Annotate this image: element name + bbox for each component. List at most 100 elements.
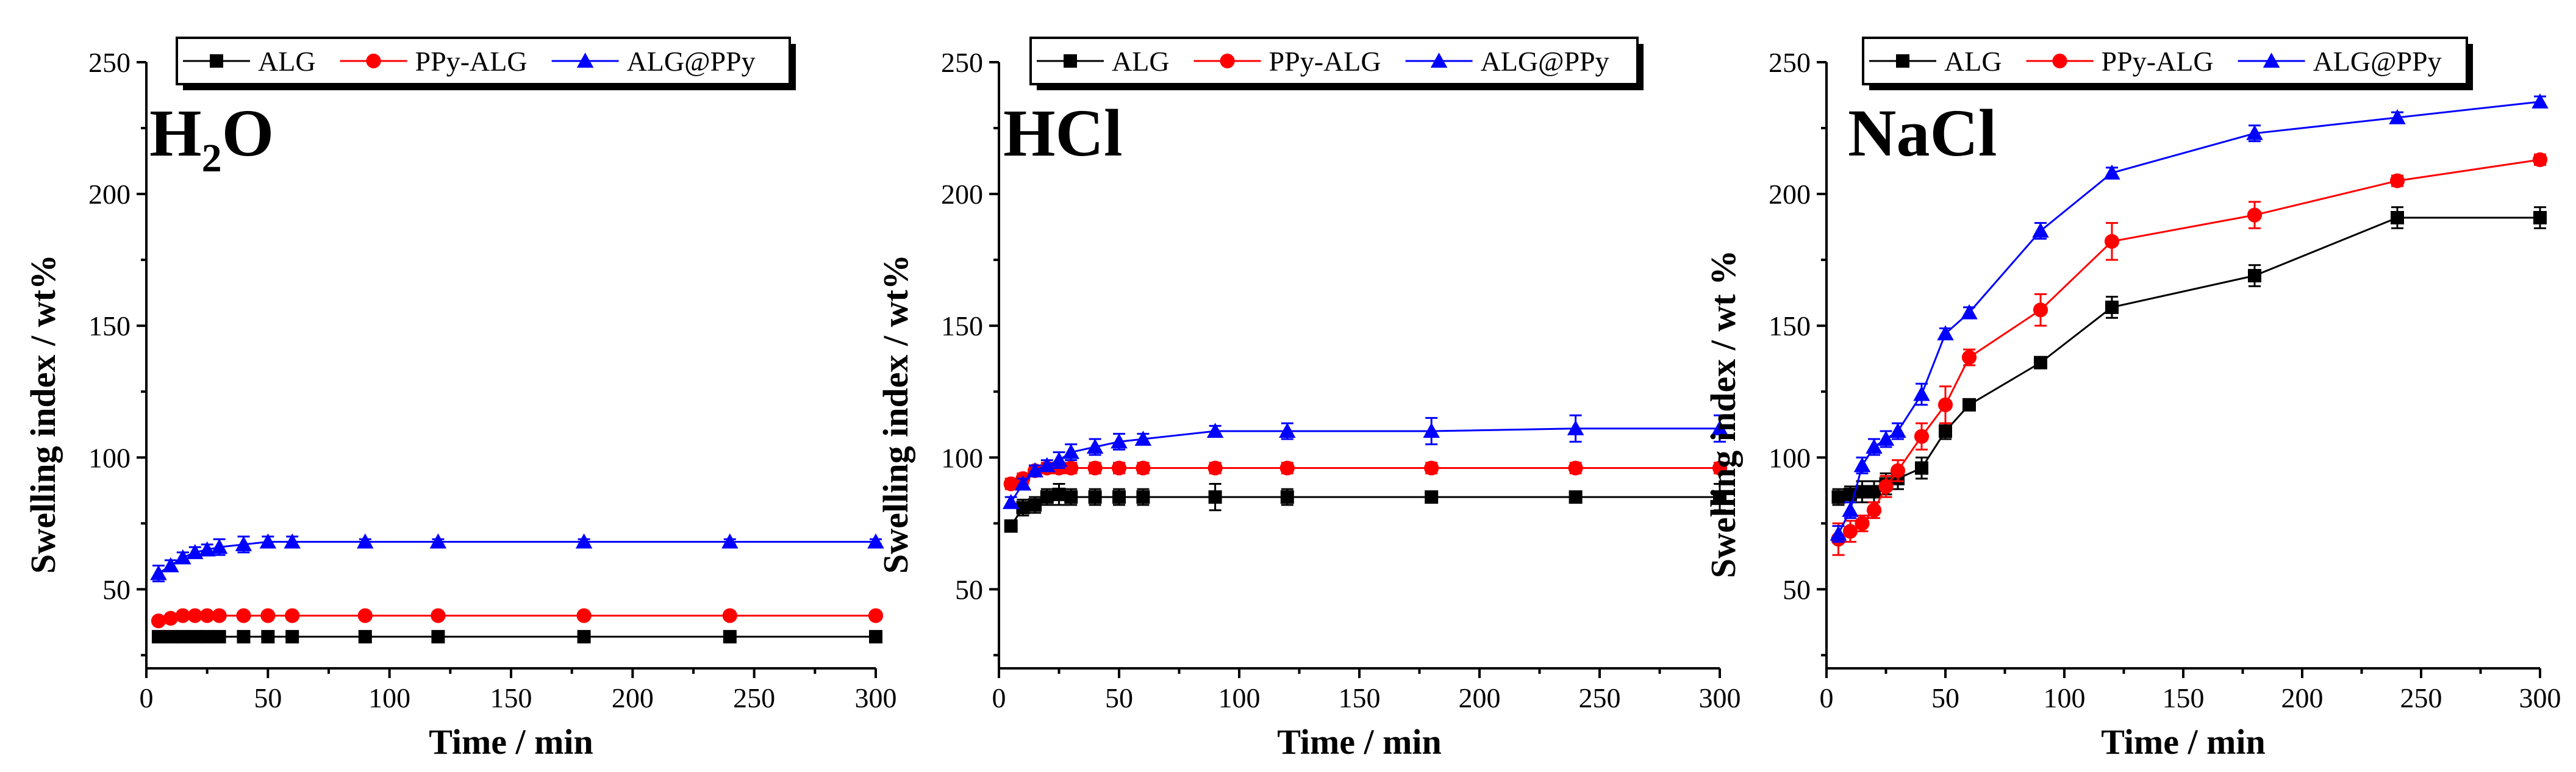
data-point bbox=[1004, 519, 1018, 533]
series-PPy-ALG bbox=[151, 608, 884, 629]
data-point bbox=[867, 533, 884, 549]
legend-label: PPy-ALG bbox=[1269, 46, 1381, 77]
data-point bbox=[1064, 490, 1078, 504]
data-point bbox=[1112, 490, 1126, 504]
data-point bbox=[1039, 457, 1056, 473]
data-point bbox=[1279, 423, 1296, 438]
data-point bbox=[429, 533, 447, 549]
y-tick-label: 150 bbox=[941, 310, 983, 341]
legend-marker bbox=[366, 53, 381, 69]
data-point bbox=[722, 608, 737, 623]
x-axis-title: Time / min bbox=[1277, 722, 1442, 762]
data-point bbox=[2389, 109, 2406, 124]
data-point bbox=[357, 608, 373, 623]
legend-marker bbox=[2052, 53, 2067, 69]
data-point bbox=[212, 608, 227, 623]
data-point bbox=[2389, 173, 2405, 188]
y-tick-label: 250 bbox=[88, 47, 131, 78]
x-tick-label: 0 bbox=[140, 682, 154, 713]
data-point bbox=[188, 630, 202, 644]
data-point bbox=[1424, 460, 1439, 476]
x-tick-label: 100 bbox=[1218, 682, 1261, 713]
data-point bbox=[2246, 124, 2263, 140]
y-tick-label: 150 bbox=[88, 310, 131, 341]
data-point bbox=[2103, 164, 2120, 180]
x-tick-label: 200 bbox=[2281, 682, 2324, 713]
data-point bbox=[1002, 493, 1020, 509]
series-ALG bbox=[151, 630, 882, 644]
legend-label: PPy-ALG bbox=[2102, 46, 2214, 77]
y-tick-label: 50 bbox=[955, 574, 983, 605]
legend: ALG PPy-ALG ALG@PPy bbox=[1029, 37, 1644, 90]
data-point bbox=[868, 608, 884, 623]
data-point bbox=[175, 608, 190, 623]
x-axis-title: Time / min bbox=[429, 722, 593, 762]
data-point bbox=[1889, 423, 1906, 438]
data-point bbox=[1088, 490, 1102, 504]
data-point bbox=[198, 541, 216, 557]
legend-label: ALG bbox=[1112, 46, 1170, 77]
data-point bbox=[236, 608, 251, 623]
data-point bbox=[1711, 420, 1728, 435]
legend-marker bbox=[1430, 52, 1448, 68]
y-axis-title: Swelling index / wt % bbox=[1703, 250, 1743, 578]
data-point bbox=[261, 630, 275, 644]
data-point bbox=[174, 549, 191, 565]
data-point bbox=[1713, 490, 1726, 504]
x-tick-label: 200 bbox=[612, 682, 654, 713]
data-point bbox=[1913, 385, 1930, 401]
panel-label: NaCl bbox=[1848, 96, 1997, 170]
x-axis-title: Time / min bbox=[2101, 722, 2266, 762]
x-tick-label: 250 bbox=[2400, 682, 2442, 713]
series-line bbox=[1837, 159, 2541, 540]
legend-marker bbox=[2263, 52, 2280, 68]
data-point bbox=[1567, 420, 1584, 435]
data-point bbox=[259, 533, 277, 549]
data-point bbox=[2248, 269, 2261, 283]
x-tick-label: 0 bbox=[992, 682, 1006, 713]
data-point bbox=[1026, 462, 1043, 477]
data-point bbox=[1087, 460, 1103, 476]
data-point bbox=[1425, 490, 1439, 504]
x-tick-label: 50 bbox=[1105, 682, 1133, 713]
x-tick-label: 300 bbox=[2519, 682, 2561, 713]
legend-label: ALG@PPy bbox=[1481, 46, 1609, 77]
data-point bbox=[1866, 502, 1882, 518]
panel-label: H2O bbox=[149, 96, 274, 180]
legend-label: ALG@PPy bbox=[2313, 46, 2442, 77]
data-point bbox=[237, 630, 251, 644]
panel-label: HCl bbox=[1003, 96, 1123, 170]
legend-marker bbox=[1064, 54, 1077, 68]
data-point bbox=[2531, 93, 2549, 109]
legend-label: ALG bbox=[258, 46, 316, 77]
data-point bbox=[186, 544, 204, 559]
data-point bbox=[285, 630, 299, 644]
data-point bbox=[431, 630, 445, 644]
data-point bbox=[1206, 423, 1224, 438]
series-ALG@PPy bbox=[150, 533, 884, 582]
series-ALG@PPy bbox=[1002, 414, 1728, 509]
data-point bbox=[1050, 451, 1068, 467]
data-point bbox=[431, 608, 446, 623]
data-point bbox=[1937, 397, 1953, 412]
legend-box bbox=[1862, 37, 2468, 85]
x-tick-label: 0 bbox=[1820, 682, 1834, 713]
series-line bbox=[1838, 216, 2540, 498]
data-point bbox=[723, 630, 737, 644]
data-point bbox=[1939, 424, 1952, 438]
y-tick-label: 50 bbox=[102, 574, 131, 605]
data-point bbox=[1855, 485, 1869, 499]
data-point bbox=[1014, 475, 1032, 491]
data-point bbox=[2033, 302, 2048, 318]
x-tick-label: 300 bbox=[855, 682, 897, 713]
data-point bbox=[285, 608, 300, 623]
legend-label: PPy-ALG bbox=[415, 46, 528, 77]
legend-marker bbox=[576, 52, 594, 68]
series-ALG@PPy bbox=[1830, 93, 2549, 543]
y-tick-label: 250 bbox=[1769, 47, 1811, 78]
x-tick-label: 250 bbox=[1579, 682, 1621, 713]
data-point bbox=[1853, 457, 1871, 473]
data-point bbox=[1877, 431, 1895, 446]
data-point bbox=[1280, 490, 1294, 504]
